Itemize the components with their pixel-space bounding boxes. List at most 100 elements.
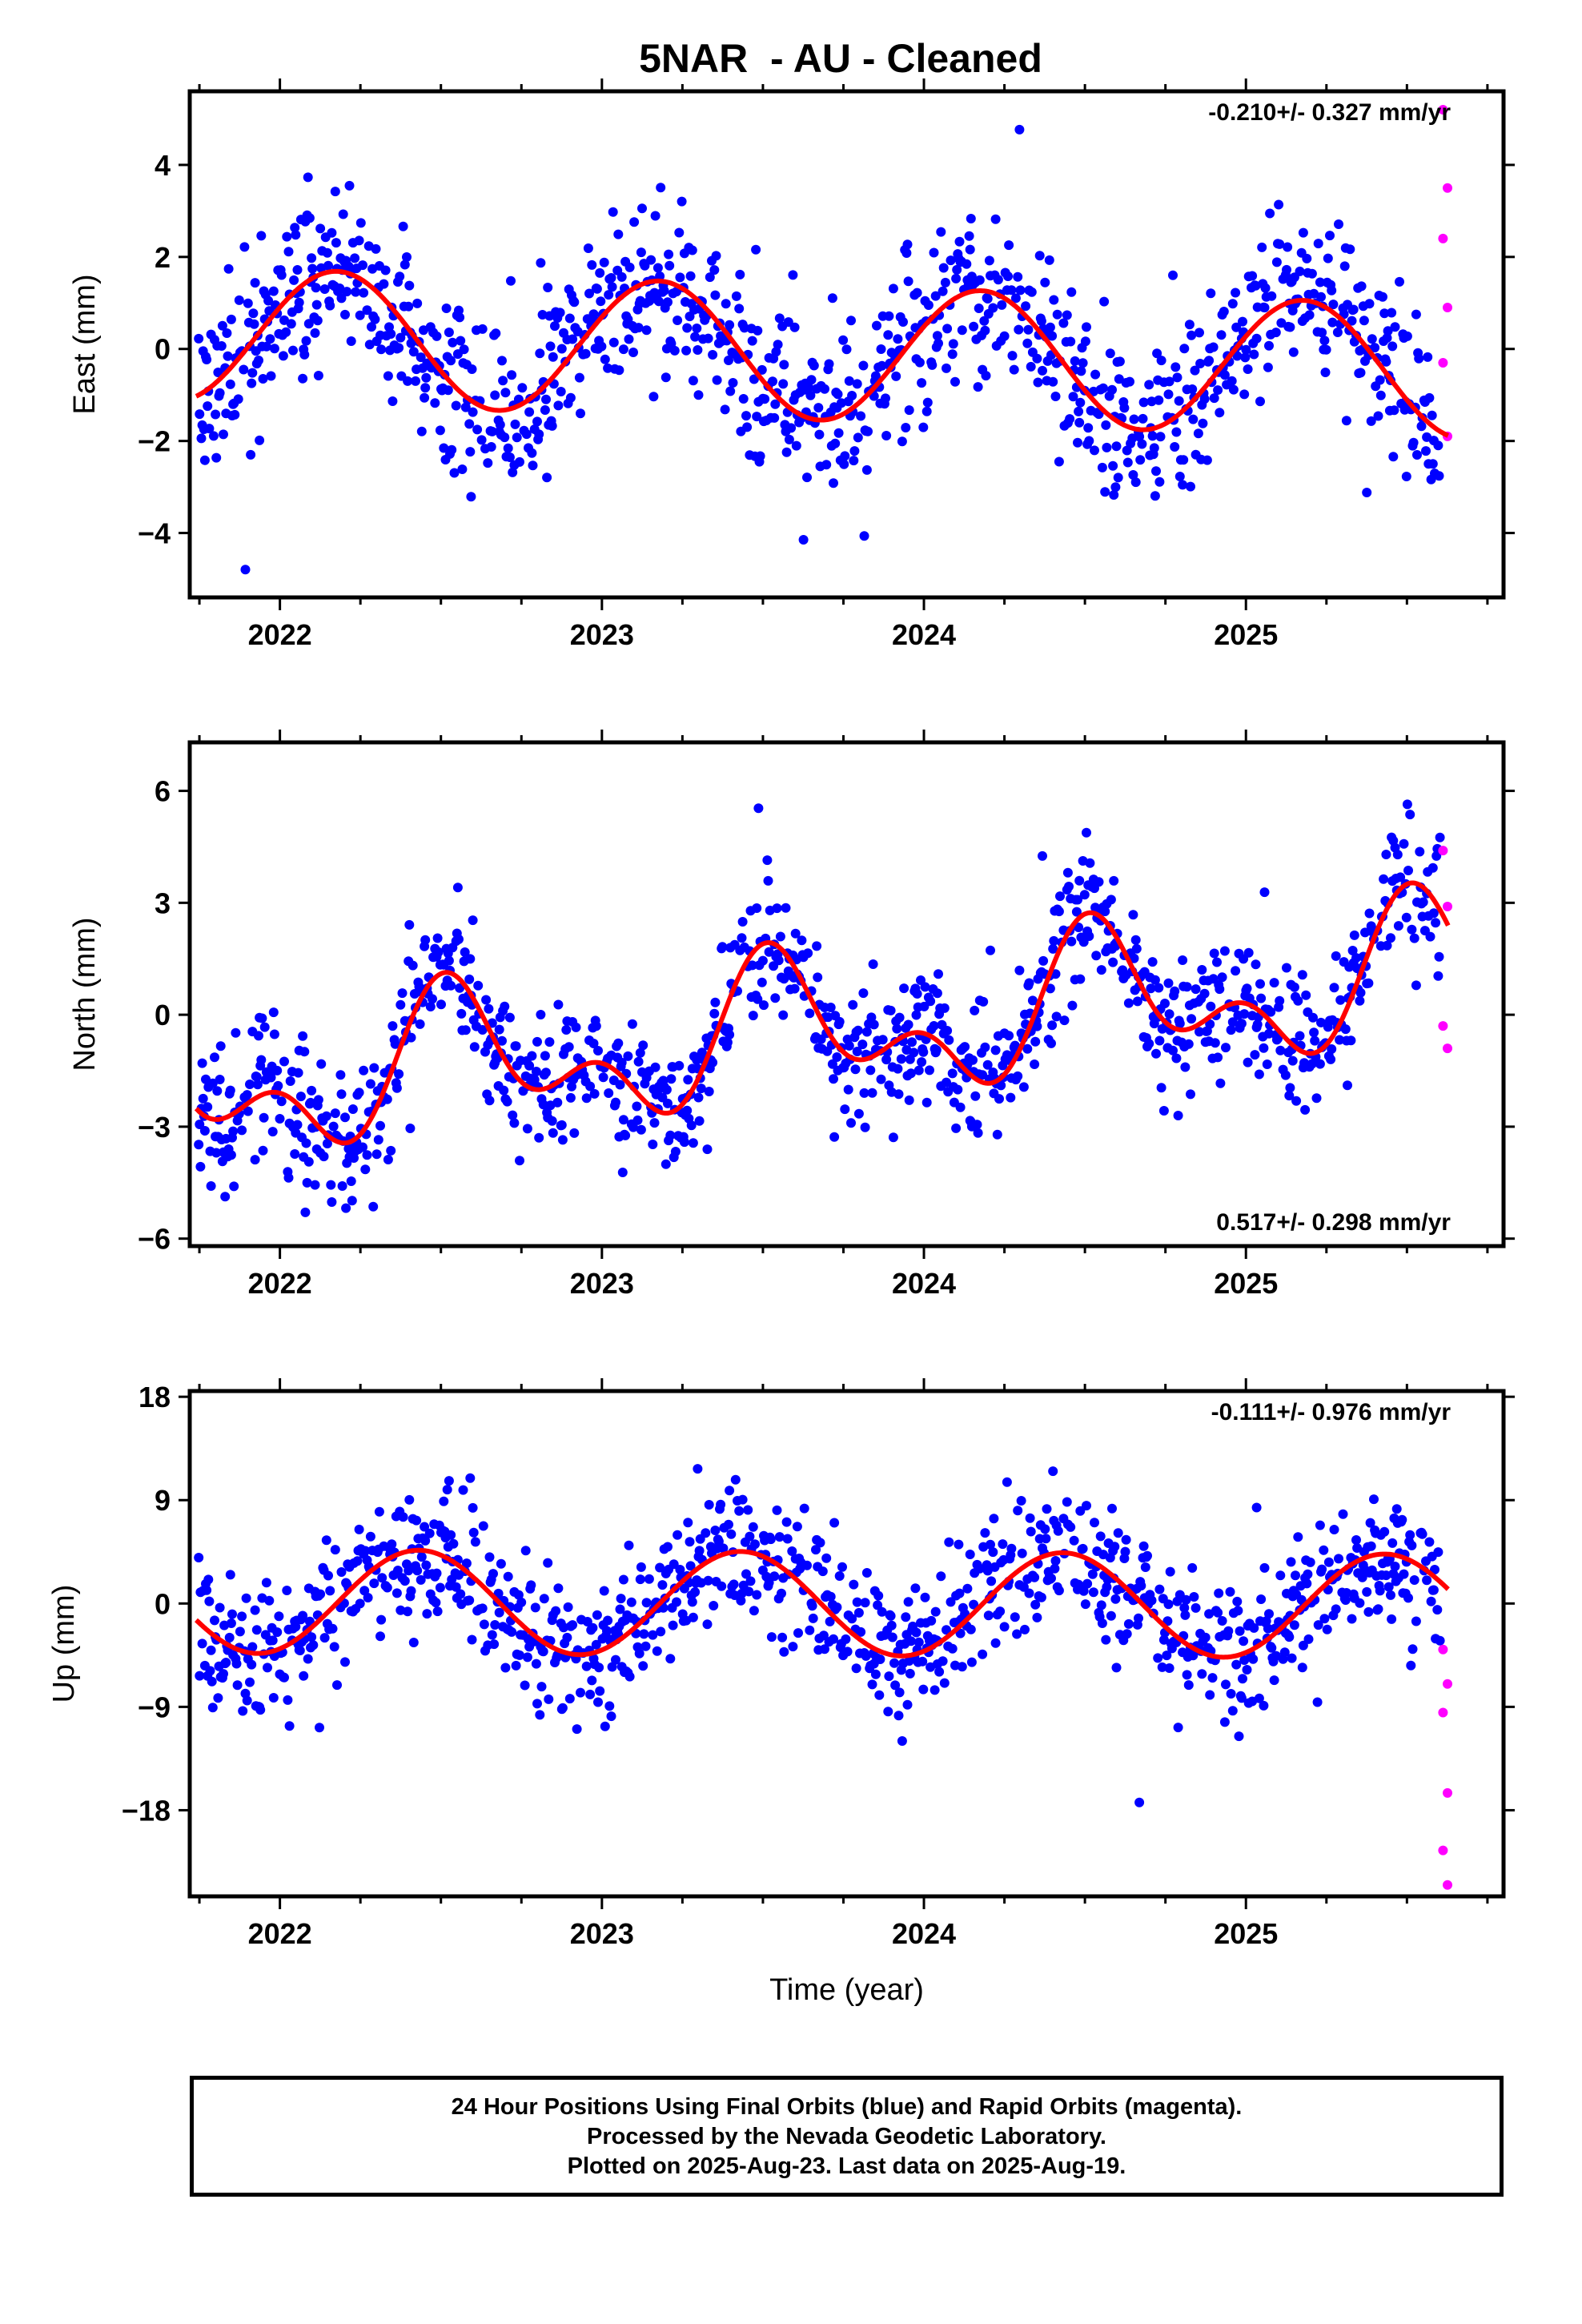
data-point [1179,1602,1190,1613]
data-point [1010,293,1021,304]
data-point [1050,392,1061,401]
data-point [921,1097,932,1108]
data-point [774,313,785,324]
data-point [1114,374,1124,384]
data-point [798,535,809,545]
data-point [259,1022,270,1032]
data-point [313,1095,323,1105]
data-point [1312,1697,1323,1707]
data-point [258,1145,268,1156]
data-point [813,972,823,983]
data-point [1132,996,1142,1007]
data-point [1036,1592,1046,1602]
data-point [428,994,437,1004]
data-point [1150,975,1160,985]
data-point [1109,490,1119,500]
data-point [1397,1514,1407,1525]
data-point [884,1671,894,1682]
data-point [773,955,784,966]
data-point [406,1586,416,1596]
data-point [818,1630,829,1641]
data-point [1186,330,1197,340]
data-point [712,375,722,385]
data-point [1304,310,1315,320]
data-point [1191,1602,1201,1613]
data-point [194,333,204,344]
data-point [912,287,922,298]
data-point [734,1506,745,1516]
data-point [1297,1663,1307,1673]
data-point [897,1736,907,1746]
data-point [1065,414,1075,424]
data-point [888,1132,898,1143]
data-point [323,260,333,271]
data-point [1023,324,1034,335]
data-point [1287,1055,1298,1066]
data-point [421,1560,432,1570]
data-point [709,1601,719,1610]
data-point [1134,1797,1145,1807]
data-point [1227,299,1238,309]
data-point [917,1656,928,1667]
data-point [1308,1012,1318,1023]
data-point [1186,1089,1195,1100]
data-point [793,1628,803,1638]
data-point [1055,891,1065,902]
data-point [302,1177,312,1188]
data-point [1284,1632,1295,1642]
data-point [1316,1017,1326,1027]
data-point [885,1005,896,1015]
data-point [1108,460,1118,471]
data-point [938,286,948,296]
data-point [457,464,468,474]
data-point [1046,1573,1056,1583]
data-point [1267,291,1277,301]
data-point [1352,1543,1363,1553]
data-point [1111,441,1122,452]
rapid-point [1438,1644,1448,1655]
data-point [1435,832,1445,842]
rapid-point [1438,1845,1448,1856]
data-point [326,1180,336,1190]
data-point [1279,1647,1290,1658]
data-point [1313,1620,1323,1630]
data-point [663,1542,673,1552]
y-axis-title: North (mm) [68,917,102,1071]
data-point [872,320,881,331]
data-point [1315,1520,1325,1530]
data-point [1212,957,1222,967]
data-point [913,1065,924,1076]
data-point [261,1578,271,1588]
data-point [531,1659,541,1669]
data-point [395,271,405,282]
data-point [542,472,552,483]
data-point [1094,877,1104,887]
data-point [783,317,793,328]
data-point [1341,416,1351,426]
data-point [1301,990,1311,1000]
data-point [1265,208,1275,219]
data-point [503,1571,513,1582]
data-point [768,376,777,387]
rapid-orbit-points [1438,1644,1452,1890]
y-tick-label: 0 [155,1587,171,1620]
data-point [565,1092,576,1103]
data-point [965,244,975,255]
data-point [362,305,372,316]
data-point [673,316,683,325]
data-point [1232,351,1243,361]
data-point [319,1152,329,1162]
data-point [752,412,762,422]
data-point [966,1657,977,1667]
data-point [930,1606,941,1617]
data-point [250,1155,260,1165]
data-point [1254,1693,1264,1703]
data-point [1188,414,1199,424]
data-point [942,1625,951,1635]
data-point [593,1046,603,1055]
data-point [701,1528,711,1538]
data-point [1273,1034,1283,1043]
data-point [221,1658,231,1667]
data-point [1407,1540,1417,1550]
data-point [834,1571,845,1581]
